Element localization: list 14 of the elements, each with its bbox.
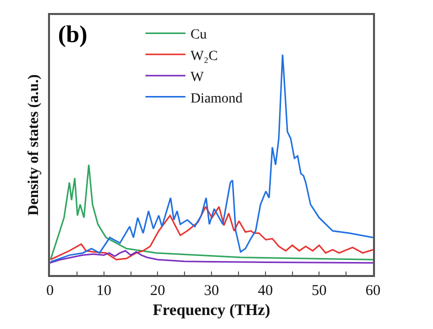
x-tick-label: 60 xyxy=(366,282,380,299)
legend-label: W₂C xyxy=(190,48,218,64)
legend-label: Diamond xyxy=(190,91,243,106)
x-tick-label: 10 xyxy=(96,282,112,299)
legend-label: W xyxy=(190,70,204,86)
x-tick-label: 20 xyxy=(150,282,166,299)
x-tick-label: 30 xyxy=(204,282,219,299)
x-tick-label: 50 xyxy=(312,282,327,299)
legend-label: Cu xyxy=(190,28,207,43)
x-axis-title: Frequency (THz) xyxy=(152,302,270,319)
x-tick-label: 40 xyxy=(258,282,273,299)
x-tick-label: 0 xyxy=(46,282,54,299)
text: (b) xyxy=(58,22,88,48)
y-axis-title: Density of states (a.u.) xyxy=(26,74,42,216)
